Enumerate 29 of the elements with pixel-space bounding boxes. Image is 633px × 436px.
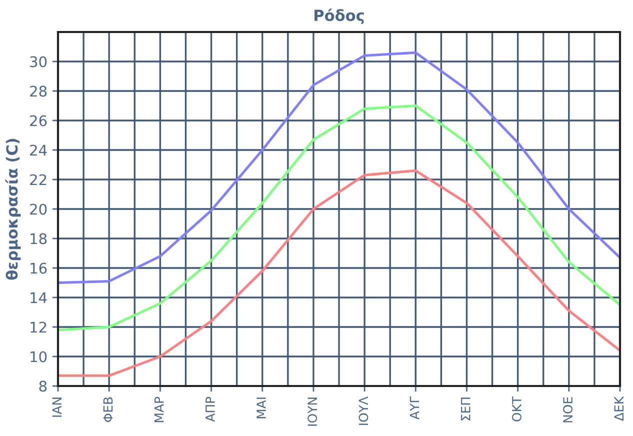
- y-tick-label: 20: [30, 204, 47, 215]
- x-tick-label: ΣΕΠ: [461, 398, 470, 420]
- x-tick-label: ΦΕΒ: [103, 397, 113, 422]
- y-axis-title: θερμοκρασία (C): [5, 138, 21, 280]
- x-tick-label: ΙΟΥΛ: [358, 396, 368, 425]
- x-tick-label: ΙΟΥΝ: [308, 398, 318, 426]
- y-tick-label: 12: [30, 322, 46, 333]
- line-series: [58, 104, 620, 332]
- y-tick-label: 14: [30, 292, 47, 304]
- x-tick-label: ΝΟΕ: [563, 397, 573, 422]
- x-tick-label: ΜΑΡ: [154, 396, 164, 422]
- line-series: [58, 51, 620, 284]
- chart-title: Ρόδος: [314, 8, 364, 24]
- y-tick-label: 16: [30, 262, 47, 274]
- y-tick-label: 28: [30, 86, 47, 97]
- x-tick-label: ΟΚΤ: [512, 396, 522, 422]
- x-tick-label: ΑΠΡ: [206, 396, 215, 422]
- y-tick-label: 10: [30, 351, 47, 362]
- x-tick-label: ΙΑΝ: [52, 398, 62, 417]
- y-tick-label: 22: [30, 174, 46, 186]
- y-tick-label: 8: [39, 380, 47, 392]
- y-tick-label: 18: [30, 233, 47, 244]
- y-tick-label: 26: [30, 115, 47, 126]
- x-tick-label: ΑΥΓ: [410, 396, 420, 420]
- x-tick-label: ΔΕΚ: [614, 396, 624, 421]
- y-tick-label: 30: [30, 56, 47, 68]
- y-tick-label: 24: [30, 144, 47, 156]
- line-series: [58, 169, 620, 377]
- x-tick-label: ΜΑΙ: [256, 398, 266, 418]
